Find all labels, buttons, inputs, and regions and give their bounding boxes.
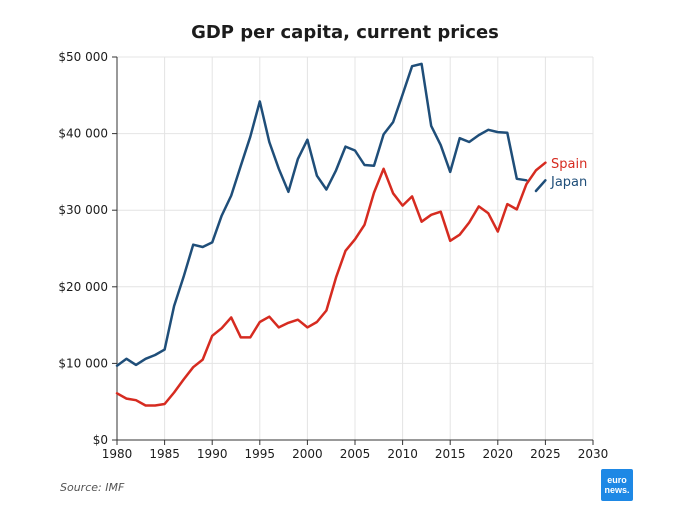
series-label-spain: Spain (551, 157, 587, 172)
series-line-spain (115, 161, 547, 407)
x-tick-label: 2030 (578, 447, 609, 461)
y-tick-label: $20 000 (58, 280, 108, 294)
x-tick-label: 1990 (197, 447, 228, 461)
y-tick-label: $30 000 (58, 203, 108, 217)
x-tick-label: 1995 (245, 447, 276, 461)
logo-text-top: euro (607, 475, 627, 485)
x-axis-ticks: 1980 1985 1990 1995 2000 2005 2010 2015 2020 2025… (102, 440, 609, 461)
gridlines (117, 56, 594, 440)
series-label-japan: Japan (550, 175, 587, 190)
series-labels: Spain Japan (550, 157, 587, 190)
logo-text-bottom: news. (604, 485, 630, 495)
series-line-japan (534, 179, 547, 193)
x-tick-label: 2025 (530, 447, 561, 461)
y-tick-label: $50 000 (58, 50, 108, 64)
x-tick-label: 2015 (435, 447, 466, 461)
y-tick-label: $10 000 (58, 356, 108, 370)
y-tick-label: $0 (93, 433, 108, 447)
series-lines (115, 62, 547, 407)
x-tick-label: 1980 (102, 447, 133, 461)
source-note: Source: IMF (60, 481, 125, 494)
x-tick-label: 2020 (483, 447, 514, 461)
x-tick-label: 2000 (292, 447, 323, 461)
y-tick-label: $40 000 (58, 127, 108, 141)
x-tick-label: 2005 (340, 447, 371, 461)
euronews-logo: euro news. (601, 469, 633, 501)
x-tick-label: 2010 (387, 447, 418, 461)
x-tick-label: 1985 (149, 447, 180, 461)
y-axis-ticks: $0 $10 000 $20 000 $30 000 $40 000 $50 000 (58, 50, 117, 447)
chart-title: GDP per capita, current prices (191, 22, 499, 43)
series-line-japan (115, 62, 528, 367)
